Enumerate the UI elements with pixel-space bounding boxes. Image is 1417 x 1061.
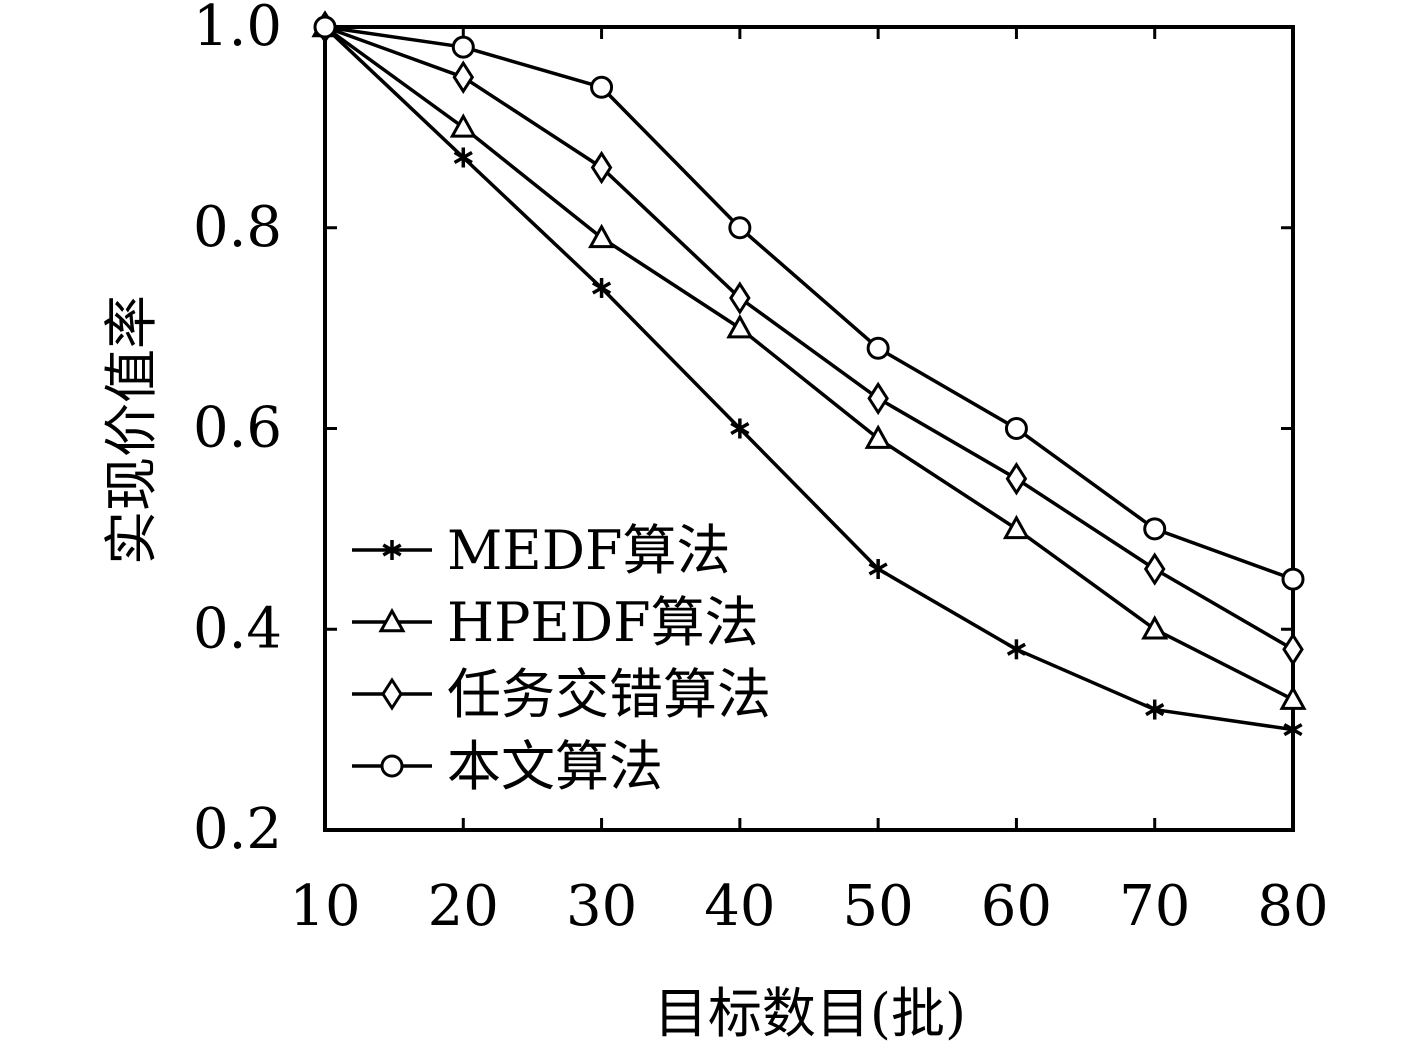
asterisk-stroke [591,281,612,295]
y-tick-label: 0.2 [193,797,282,862]
legend-entry: 任务交错算法 [352,663,771,726]
data-point-diamond [590,150,613,185]
asterisk-stroke [1006,642,1027,656]
data-point-circle [1143,517,1167,541]
data-point-triangle [449,113,477,138]
x-tick-label: 10 [289,874,360,939]
asterisk-stroke [730,421,750,436]
data-point-circle [1281,567,1305,591]
legend-marker-asterisk [382,540,402,560]
data-point-asterisk [1283,719,1303,740]
y-tick-label: 0.8 [193,195,282,260]
data-point-diamond [1005,461,1028,496]
y-tick-label: 0.6 [193,396,282,461]
data-point-circle [728,216,752,240]
ticks: 10 20 30 40 50 60 70 80 0.2 0.4 0.6 0.8 1.0 [193,0,1329,939]
data-point-asterisk [730,418,750,439]
x-tick-label: 80 [1257,874,1328,939]
x-tick-label: 60 [981,874,1052,939]
series-group [311,10,1307,740]
legend-marker-triangle [378,607,406,633]
data-point-diamond [867,381,889,416]
data-point-asterisk [591,277,612,298]
series-line-circle [324,25,1294,581]
data-point-diamond [1282,632,1304,667]
data-point-triangle [1002,514,1030,540]
asterisk-stroke [453,150,473,165]
legend-entry: 本文算法 [352,735,663,798]
legend-label: 任务交错算法 [447,663,771,726]
data-point-asterisk [1145,699,1165,720]
data-point-circle [1004,417,1028,440]
asterisk-stroke [1145,703,1165,717]
asterisk-stroke [1283,723,1303,737]
x-tick-label: 70 [1119,874,1190,939]
data-point-diamond [452,60,475,94]
asterisk-stroke [382,543,402,557]
data-point-circle [866,336,890,360]
legend-label: MEDF算法 [447,519,730,582]
legend-marker-diamond [381,677,403,711]
legend-label: HPEDF算法 [447,591,759,654]
series-line-asterisk [323,25,1294,732]
legend-marker-circle [380,754,404,778]
asterisk-stroke [868,562,888,576]
y-tick-label: 1.0 [193,0,282,59]
x-tick-label: 30 [566,874,637,939]
series-line-triangle [323,25,1294,702]
legend-entry: MEDF算法 [352,519,730,582]
data-point-diamond [1143,552,1166,586]
data-point-triangle [864,424,892,449]
data-point-triangle [726,314,754,339]
data-point-circle [451,35,475,59]
data-point-triangle [1279,685,1307,710]
legend-label: 本文算法 [447,735,663,798]
x-tick-label: 20 [428,874,499,939]
data-point-circle [313,15,337,39]
data-point-diamond [729,281,751,315]
y-axis-title: 实现价值率 [100,295,163,565]
data-point-asterisk [1006,639,1027,660]
legend-entry: HPEDF算法 [352,591,759,654]
data-point-circle [590,75,614,99]
data-point-triangle [1141,615,1169,640]
x-tick-label: 40 [704,874,775,939]
data-point-asterisk [868,559,888,580]
y-tick-label: 0.4 [193,596,282,661]
x-axis-title: 目标数目(批) [654,982,966,1045]
data-point-triangle [588,223,616,249]
series-line-diamond [324,25,1294,651]
data-point-asterisk [453,147,473,168]
x-tick-label: 50 [843,874,914,939]
